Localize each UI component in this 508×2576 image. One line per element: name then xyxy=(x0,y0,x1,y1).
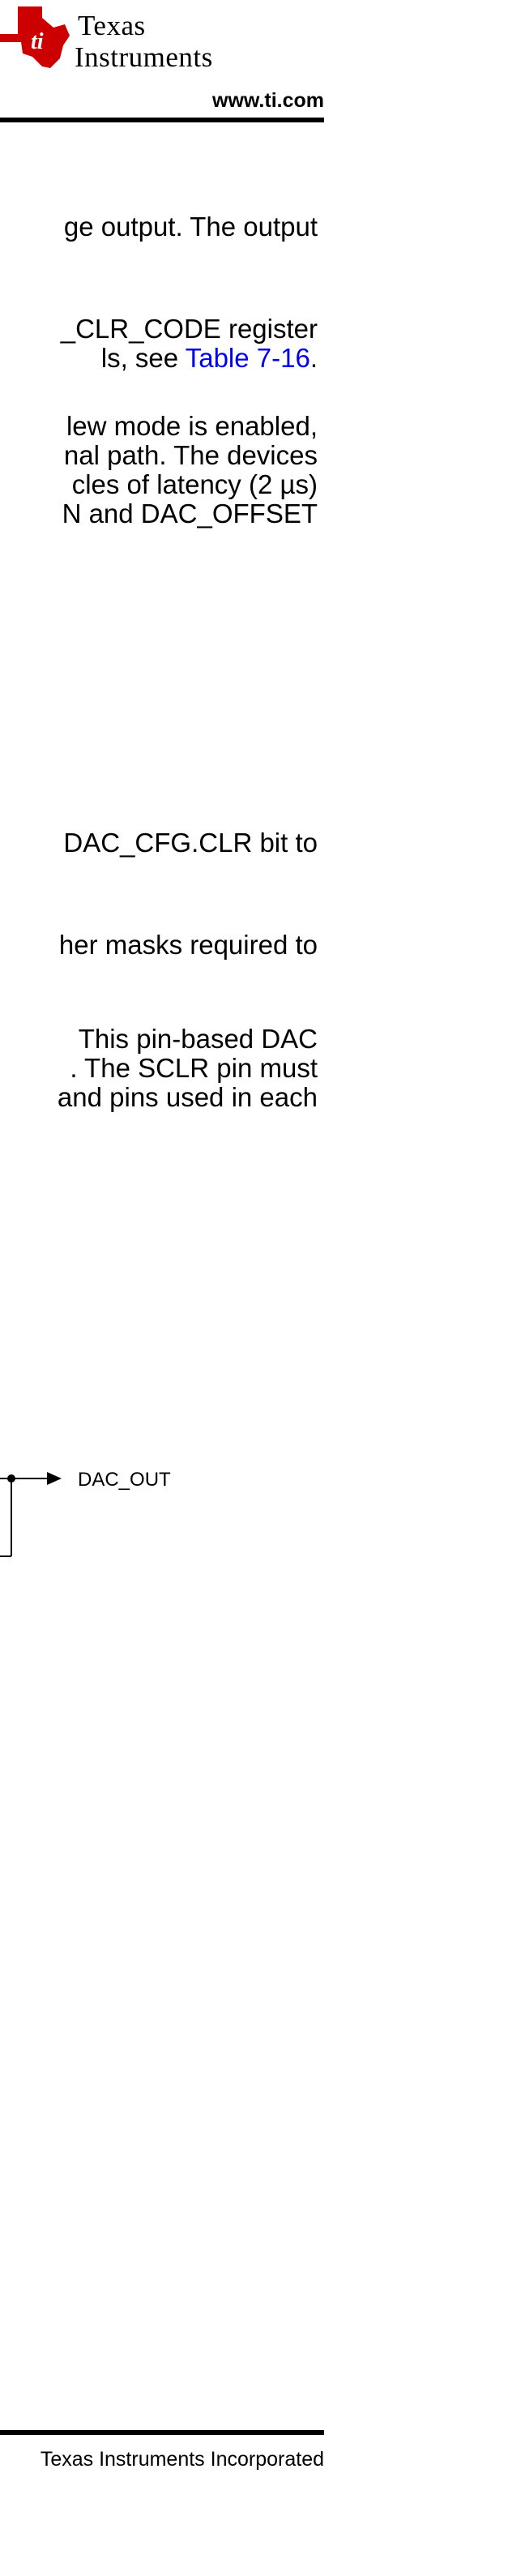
arrowhead-icon xyxy=(47,1472,62,1485)
text-line: N and DAC_OFFSET xyxy=(62,499,318,528)
svg-text:ti: ti xyxy=(31,29,44,54)
table-7-16-link[interactable]: Table 7-16 xyxy=(185,343,310,373)
ti-state-icon xyxy=(0,6,70,68)
footer-divider xyxy=(0,2430,324,2435)
paragraph-dac-output: ge output. The output xyxy=(0,212,318,242)
website-link[interactable]: www.ti.com xyxy=(212,89,324,112)
header-divider xyxy=(0,118,324,122)
text-line-with-link: ls, see Table 7-16. xyxy=(0,344,318,373)
text-line: and pins used in each xyxy=(57,1082,318,1112)
brand-name-line2: Instruments xyxy=(75,41,213,73)
text-line: ge output. The output xyxy=(63,212,318,242)
text-line: cles of latency (2 µs) xyxy=(71,469,318,499)
text-line: . The SCLR pin must xyxy=(70,1053,318,1083)
brand-name-line1: Texas xyxy=(78,10,146,41)
text-fragment: ls, see xyxy=(100,343,186,373)
text-fragment: . xyxy=(309,343,318,373)
dac-output-diagram xyxy=(0,1472,62,1557)
text-line: DAC_CFG.CLR bit to xyxy=(63,828,318,858)
paragraph-sclr-pin: This pin-based DAC . The SCLR pin must a… xyxy=(0,1025,318,1112)
text-line: nal path. The devices xyxy=(63,440,318,470)
paragraph-masks: her masks required to xyxy=(0,931,318,960)
paragraph-clr-code: _CLR_CODE register ls, see Table 7-16. xyxy=(0,315,318,373)
text-line: lew mode is enabled, xyxy=(66,411,318,441)
text-line: her masks required to xyxy=(58,930,318,960)
text-line: _CLR_CODE register xyxy=(60,314,318,344)
dac-out-label: DAC_OUT xyxy=(78,1469,171,1491)
text-line: This pin-based DAC xyxy=(78,1024,318,1054)
footer-copyright: Texas Instruments Incorporated xyxy=(40,2448,324,2471)
texas-instruments-logo: ti xyxy=(0,6,70,68)
paragraph-slew-mode: lew mode is enabled, nal path. The devic… xyxy=(0,412,318,528)
paragraph-clr-bit: DAC_CFG.CLR bit to xyxy=(0,828,318,858)
